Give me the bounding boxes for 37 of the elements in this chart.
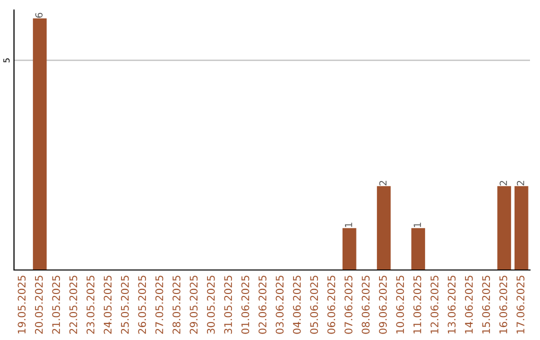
x-tick-label: 04.06.2025 (292, 276, 301, 334)
data-label: 1 (414, 222, 421, 227)
x-tick-label: 15.06.2025 (482, 276, 490, 334)
x-tick-label: 10.06.2025 (396, 276, 404, 334)
data-label: 2 (500, 180, 507, 186)
x-tick-label: 30.05.2025 (206, 276, 215, 334)
x-tick-label: 14.06.2025 (464, 276, 473, 334)
x-tick-label: 16.06.2025 (499, 276, 508, 334)
x-tick-label: 23.05.2025 (86, 276, 94, 334)
x-tick-label: 13.06.2025 (448, 276, 456, 334)
x-tick-label: 05.06.2025 (310, 276, 318, 334)
x-tick-label: 22.05.2025 (69, 276, 78, 334)
x-tick-label: 29.05.2025 (190, 276, 198, 334)
x-tick-label: 26.05.2025 (138, 276, 146, 334)
x-tick-label: 01.06.2025 (241, 276, 250, 334)
x-tick-label: 11.06.2025 (413, 276, 422, 334)
x-tick-label: 06.06.2025 (327, 276, 336, 334)
x-tick-label: 17.06.2025 (516, 276, 524, 334)
x-tick-label: 19.05.2025 (18, 276, 26, 334)
data-label: 2 (379, 180, 386, 186)
x-tick-label: 08.06.2025 (362, 276, 370, 334)
x-tick-label: 24.05.2025 (104, 276, 112, 334)
y-tick-label: 5 (3, 58, 10, 62)
x-tick-label: 12.06.2025 (430, 276, 438, 334)
x-tick-label: 27.05.2025 (155, 276, 164, 334)
data-label: 6 (35, 12, 43, 18)
x-tick-label: 21.05.2025 (52, 276, 60, 334)
x-tick-label: 28.05.2025 (172, 276, 180, 334)
x-tick-label: 25.05.2025 (120, 276, 129, 334)
data-label: 1 (344, 222, 352, 227)
x-tick-label: 31.05.2025 (224, 276, 232, 334)
data-label: 2 (516, 180, 524, 186)
x-tick-label: 07.06.2025 (344, 276, 352, 334)
x-tick-label: 20.05.2025 (34, 276, 43, 334)
x-tick-label: 09.06.2025 (378, 276, 387, 334)
x-tick-label: 03.06.2025 (276, 276, 284, 334)
x-tick-label: 02.06.2025 (258, 276, 266, 334)
